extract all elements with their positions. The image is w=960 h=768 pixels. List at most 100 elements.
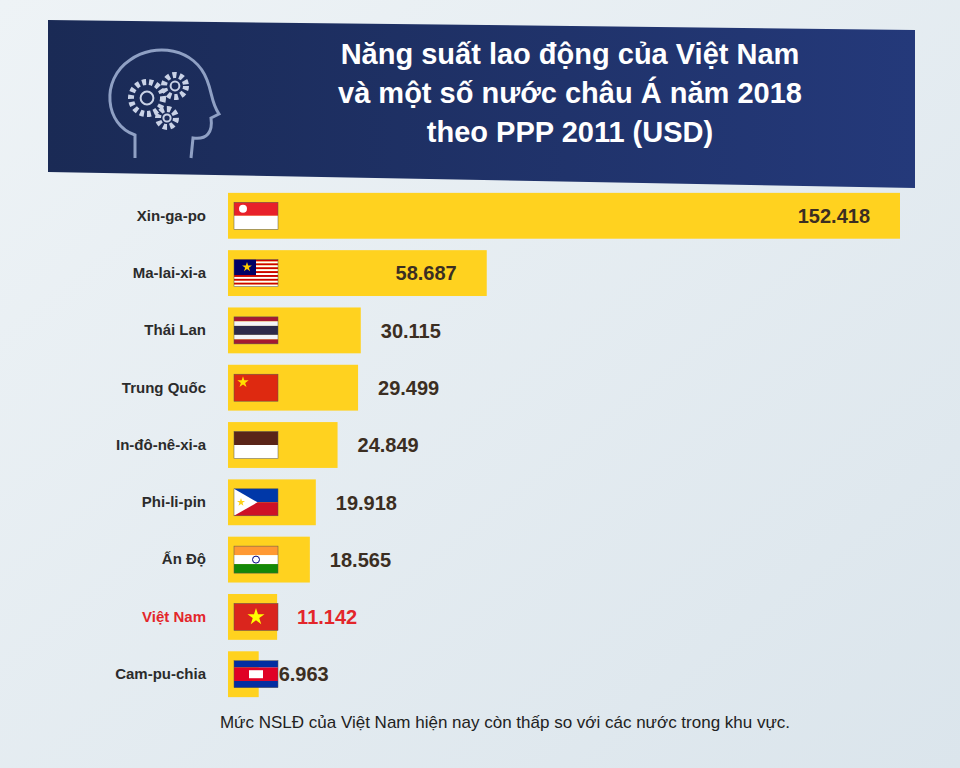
chart-title-line: và một số nước châu Á năm 2018 [338, 76, 802, 109]
flag-stripe [234, 335, 278, 340]
y-tick: Ma-lai-xi-a [133, 264, 207, 281]
flag-border [234, 260, 278, 287]
data-label: 19.918 [336, 492, 397, 514]
chart-svg: Năng suất lao động của Việt Namvà một số… [0, 0, 960, 768]
flag-stripe [234, 283, 278, 285]
flag-stripe [234, 445, 278, 459]
flag-stripe [234, 603, 278, 630]
flag-stripe [234, 277, 278, 279]
flag-wheel [253, 556, 260, 563]
flag-triangle [234, 489, 257, 516]
flag-stripe [234, 374, 278, 401]
flag-stripe [234, 432, 278, 446]
flag-border [234, 374, 278, 401]
head-outline [110, 50, 219, 158]
gear [164, 75, 186, 97]
y-tick: Xin-ga-po [137, 207, 206, 224]
flag-stripe [234, 681, 278, 688]
flag-star [242, 262, 252, 271]
data-label: 58.687 [396, 262, 457, 284]
flag-border [234, 202, 278, 229]
data-label: 152.418 [798, 205, 870, 227]
data-labels: 152.418 58.687 30.115 29.499 24.849 19.918 18.… [279, 205, 870, 685]
data-label: 30.115 [381, 320, 441, 342]
flag [234, 202, 278, 229]
annotation: Mức NSLĐ của Việt Nam hiện nay còn thấp … [220, 713, 790, 732]
gear-hub [171, 82, 180, 91]
bar [228, 479, 316, 525]
gear-hub [163, 114, 170, 121]
background [0, 0, 960, 768]
bar [228, 365, 358, 411]
y-axis: Xin-ga-po Ma-lai-xi-a Thái Lan Trung Quốc In… [115, 207, 207, 682]
flag-stripe [234, 317, 278, 322]
gear-hub [141, 92, 154, 105]
bar [228, 537, 310, 583]
flag-stripe [234, 667, 278, 681]
header-banner [48, 20, 915, 188]
flag-canton [234, 260, 256, 275]
data-label: 18.565 [330, 549, 391, 571]
y-tick-label: Việt Nam [142, 608, 206, 625]
flag [234, 546, 278, 573]
bar [228, 307, 361, 353]
flag-border [234, 546, 278, 573]
y-tick: Ấn Độ [162, 550, 206, 567]
flag-stripe [234, 555, 278, 564]
flag-stripe [234, 339, 278, 344]
bar [228, 594, 277, 640]
flag-stripe [234, 285, 278, 287]
y-tick: Trung Quốc [122, 378, 206, 395]
flag-star [237, 498, 245, 506]
bar [228, 422, 338, 468]
y-tick-label: Phi-li-pin [142, 493, 206, 510]
flag-star [247, 608, 264, 624]
data-label: 6.963 [279, 663, 329, 685]
flag-star [237, 376, 248, 387]
y-tick: Việt Nam [142, 608, 206, 625]
flag [234, 603, 278, 630]
y-tick-label: Xin-ga-po [137, 207, 206, 224]
y-tick: In-đô-nê-xi-a [116, 436, 207, 453]
flag [234, 661, 278, 688]
flag-stripe [234, 275, 278, 277]
flag-stripe [234, 564, 278, 573]
y-tick-label: Trung Quốc [122, 378, 206, 395]
flag-border [234, 489, 278, 516]
y-tick: Cam-pu-chia [115, 665, 207, 682]
flag-temple [249, 670, 263, 678]
flag-crescent [239, 205, 247, 213]
y-tick-label: Thái Lan [144, 321, 206, 338]
flag-border [234, 603, 278, 630]
gear [131, 82, 163, 114]
data-label: 24.849 [358, 434, 419, 456]
gear [158, 109, 176, 127]
flag-stripe [234, 281, 278, 283]
y-tick-label: In-đô-nê-xi-a [116, 436, 207, 453]
header-icon [110, 50, 219, 158]
flag-border [234, 661, 278, 688]
y-tick-label: Cam-pu-chia [115, 665, 207, 682]
flag-stripe [234, 279, 278, 281]
bars [228, 193, 900, 697]
flag-stripe [234, 202, 278, 216]
flag-stripe [234, 546, 278, 555]
chart-title-line: theo PPP 2011 (USD) [427, 116, 713, 148]
y-tick-label: Ấn Độ [162, 550, 206, 567]
flags [234, 202, 278, 687]
flag [234, 489, 278, 516]
data-label: 11.142 [297, 606, 357, 628]
flag-stripe [234, 661, 278, 668]
flag-stripe [234, 321, 278, 326]
flag-stripe [234, 326, 278, 335]
chart-title: Năng suất lao động của Việt Namvà một số… [338, 38, 802, 148]
bar [228, 193, 900, 239]
y-tick-label: Ma-lai-xi-a [133, 264, 207, 281]
flag [234, 374, 278, 401]
flag-border [234, 432, 278, 459]
y-tick: Phi-li-pin [142, 493, 206, 510]
flag-stripe [234, 216, 278, 230]
data-label: 29.499 [378, 377, 439, 399]
flag [234, 260, 278, 287]
chart-container: Năng suất lao động của Việt Namvà một số… [0, 0, 960, 768]
